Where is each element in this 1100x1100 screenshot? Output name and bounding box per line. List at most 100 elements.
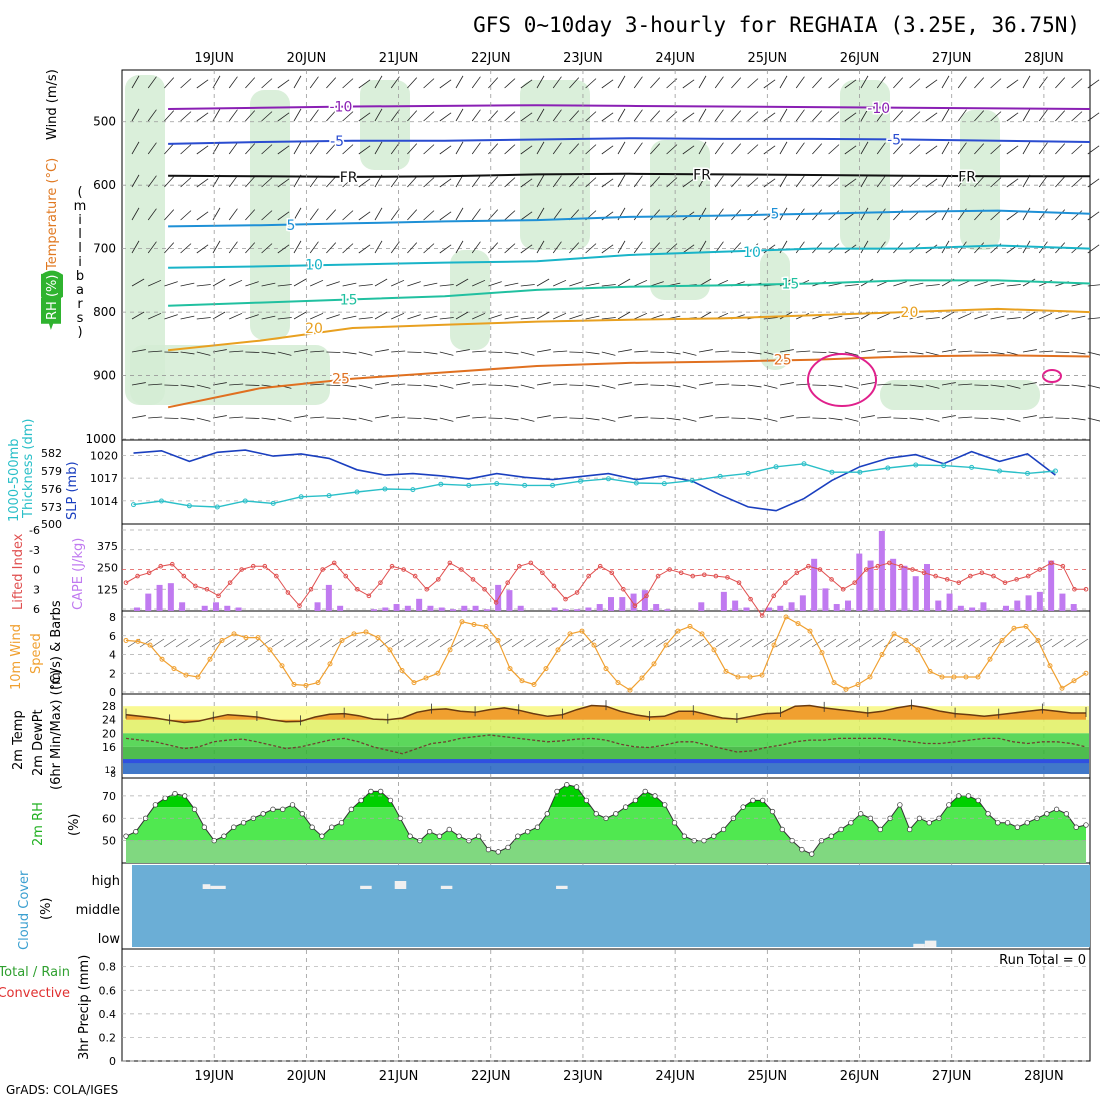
wind-speed-point <box>855 682 861 687</box>
rh-point <box>877 826 883 833</box>
lifted-index-point <box>331 560 337 566</box>
lifted-index-point <box>736 580 742 585</box>
wind-barb <box>131 278 145 287</box>
wind-barb <box>212 75 221 89</box>
wind-barb <box>293 278 307 287</box>
wind-barb <box>472 383 487 386</box>
wind-barb-10m <box>151 638 165 648</box>
rh-shade-4 <box>520 80 590 250</box>
wind-barb <box>1022 141 1031 155</box>
lifted-index-point <box>204 586 210 592</box>
wind-barb <box>974 143 985 155</box>
wind-barb-10m <box>751 638 765 648</box>
wind-barb <box>860 382 875 386</box>
wind-barb <box>682 351 697 356</box>
rh-point <box>476 833 482 839</box>
wind-speed-point <box>879 652 885 657</box>
wind-barb <box>520 211 533 221</box>
cape-bar <box>506 590 513 611</box>
wind-barb <box>1022 382 1037 386</box>
wind-speed-point <box>195 674 201 680</box>
wind-barb <box>634 312 648 320</box>
wind-barb <box>617 75 626 89</box>
wind-barb <box>876 109 886 122</box>
wind-barb <box>763 317 778 320</box>
wind-barb <box>698 415 713 419</box>
wind-speed-point <box>579 628 585 634</box>
cape-bar <box>224 605 231 611</box>
rh-point <box>240 820 247 826</box>
wind-barb <box>698 240 707 254</box>
ylabel-letter: l <box>78 241 82 256</box>
wind-barb <box>650 77 661 89</box>
wind-barb <box>147 241 157 254</box>
wind-barb <box>617 141 626 155</box>
cape-bar <box>393 604 400 611</box>
wind-barb-10m <box>199 638 213 648</box>
wind-barb <box>520 244 533 254</box>
wind-barb <box>795 109 805 122</box>
rh-point <box>583 797 590 804</box>
wind-barb <box>180 384 195 388</box>
date-label-top: 23JUN <box>563 51 603 66</box>
temp-cold-band <box>123 759 1089 764</box>
wind-barb <box>423 243 435 254</box>
wind-barb-10m <box>1003 638 1017 648</box>
thickness-point <box>829 469 835 475</box>
wind-speed-point <box>723 668 729 674</box>
wind-barb <box>391 279 405 287</box>
wind-barb-10m <box>343 638 357 648</box>
wind-barb <box>488 242 499 254</box>
thickness-tick: 576 <box>41 483 62 496</box>
cape-bar <box>799 595 806 611</box>
wind-barb <box>391 312 405 320</box>
wind-barb <box>552 109 562 122</box>
cape-bar <box>912 576 919 611</box>
wind-panel: 0 2 4 6 8 10m Wind Speed (m/s) & Barbs <box>9 600 1090 699</box>
cape-bar <box>325 584 332 611</box>
wind-speed-point <box>1011 625 1017 631</box>
thickness-point <box>1052 468 1058 474</box>
rh-point <box>485 846 492 853</box>
contour-label: -10 <box>330 99 353 115</box>
wind-barb <box>779 240 788 254</box>
thickness-point <box>550 482 556 488</box>
legend-precip: 3hr Precip (mm) <box>77 955 92 1060</box>
lifted-index-point <box>239 567 244 572</box>
lifted-index-point <box>1002 580 1008 585</box>
wind-barb <box>229 350 244 353</box>
wind-barb <box>1071 384 1086 388</box>
contour-label: -5 <box>330 134 344 150</box>
rh-point <box>750 797 756 804</box>
wind-speed-point <box>747 674 753 680</box>
lifted-index-point <box>250 563 256 569</box>
wind-barb <box>779 75 788 89</box>
wind-barb <box>504 78 516 89</box>
precip-tick: 0.2 <box>99 1031 117 1044</box>
lifted-index-point <box>609 570 615 576</box>
wind-barb <box>585 417 600 421</box>
wind-barb <box>1087 211 1100 221</box>
wind-speed-point <box>243 635 249 641</box>
wind-barb <box>909 177 921 188</box>
wind-barb <box>180 78 192 89</box>
wind-barb <box>439 417 454 422</box>
wind-speed-point <box>771 642 777 648</box>
wind-barb <box>909 144 921 155</box>
wind-barb <box>876 175 886 188</box>
instability-panel: -6 -3 0 3 6 375 250 125 Lifted Index CAPE (J/kg) <box>11 524 1090 618</box>
wind-speed-point <box>567 631 573 637</box>
cape-bar <box>980 602 987 611</box>
wind-barb <box>277 244 290 254</box>
legend-cape: CAPE (J/kg) <box>71 538 86 610</box>
wind-barb <box>131 108 140 122</box>
wind-barb-10m <box>355 638 369 648</box>
wind-barb <box>795 142 805 155</box>
wind-barb <box>990 351 1005 355</box>
wind-barb <box>601 178 614 188</box>
rh-point <box>289 802 296 808</box>
cape-bar <box>878 530 885 611</box>
wind-barb <box>925 284 940 287</box>
wind-barb <box>860 174 869 188</box>
thickness-point <box>578 478 584 484</box>
